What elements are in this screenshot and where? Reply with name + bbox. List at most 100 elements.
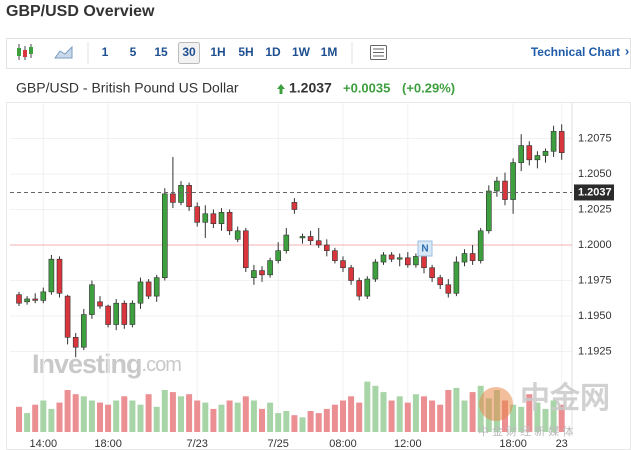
interval-button[interactable]: 1D xyxy=(265,45,281,59)
candle-body xyxy=(259,270,265,276)
y-tick-label: 1.2050 xyxy=(578,168,612,180)
volume-bar xyxy=(469,392,476,432)
volume-bar xyxy=(80,396,87,432)
plot: Investing.com 1.1925 1.1950 1.1975 1.2000 1.2… xyxy=(10,103,614,450)
volume-bar xyxy=(40,400,47,432)
volume-bar xyxy=(542,408,549,432)
volume-bar xyxy=(218,404,225,432)
volume-bar xyxy=(16,406,22,432)
candle-body xyxy=(518,145,525,163)
x-tick-label: 18:00 xyxy=(94,438,122,450)
x-tick-label: 12:00 xyxy=(394,438,422,450)
interval-button[interactable]: 1M xyxy=(321,45,338,59)
interval-buttons: 1 5 15 30 1H 5H 1D 1W 1M xyxy=(102,42,338,64)
volume-bar xyxy=(194,400,201,432)
technical-chart-link[interactable]: Technical Chart xyxy=(531,45,620,59)
volume-bar xyxy=(299,417,306,432)
candle-body xyxy=(81,314,87,348)
interval-button[interactable]: 15 xyxy=(154,45,168,59)
candle-body xyxy=(113,302,119,325)
volume-bar xyxy=(518,406,525,432)
volume-bar xyxy=(226,400,233,432)
link-arrow[interactable]: › xyxy=(625,43,629,58)
interval-button[interactable]: 30 xyxy=(182,45,196,59)
interval-button[interactable]: 5 xyxy=(130,45,137,59)
candle-body xyxy=(291,202,298,210)
volume-bar xyxy=(105,404,112,432)
candle-body xyxy=(275,250,282,261)
volume-bar xyxy=(372,385,379,432)
candle-body xyxy=(550,131,557,152)
candle-body xyxy=(226,212,233,232)
y-tick-label: 1.2025 xyxy=(578,203,612,215)
candle-body xyxy=(178,185,184,203)
candle-body xyxy=(348,267,354,281)
watermark-domain: .com xyxy=(142,354,182,376)
candle-body xyxy=(356,280,363,297)
settings-icon[interactable] xyxy=(370,45,387,60)
overlay-name: 中金网 xyxy=(520,381,610,415)
candle-body xyxy=(170,193,176,203)
volume-bar xyxy=(186,394,193,432)
volume-bar xyxy=(64,390,71,432)
instrument-name: GBP/USD - British Pound US Dollar xyxy=(16,80,239,96)
volume-bar xyxy=(550,400,557,432)
interval-button[interactable]: 1H xyxy=(210,45,225,59)
candle-body xyxy=(485,190,492,232)
candle-body xyxy=(48,258,55,293)
interval-button[interactable]: 5H xyxy=(238,45,253,59)
news-marker[interactable]: N xyxy=(421,244,428,255)
volume-bar xyxy=(275,413,282,432)
candle-body xyxy=(307,236,314,242)
candle-body xyxy=(332,250,338,261)
interval-button[interactable]: 1 xyxy=(102,45,109,59)
candle-body xyxy=(404,257,411,266)
candle-body xyxy=(494,180,500,192)
candle-body xyxy=(534,155,541,161)
candle-body xyxy=(16,294,22,304)
news-marker-box[interactable] xyxy=(417,240,433,257)
volume-bar xyxy=(32,404,39,432)
volume-bar xyxy=(340,400,346,432)
y-tick-label: 1.1925 xyxy=(578,345,612,357)
volume-bar xyxy=(526,394,533,432)
x-tick-label: 18:00 xyxy=(499,438,527,450)
volume-bar xyxy=(113,400,120,432)
volume-bar xyxy=(429,400,436,432)
volume-bar xyxy=(24,413,31,432)
volume-bar xyxy=(137,404,144,432)
candle-body xyxy=(210,213,217,224)
candle-body xyxy=(202,213,209,223)
interval-button[interactable]: 1W xyxy=(292,45,311,59)
volume-bar xyxy=(307,411,314,432)
volume-bar xyxy=(259,408,265,432)
volume-bar xyxy=(202,402,209,432)
candle-body xyxy=(542,150,549,156)
candle-body xyxy=(526,145,533,161)
selected-interval[interactable] xyxy=(178,42,200,64)
volume-bar xyxy=(461,400,468,432)
candle-body xyxy=(283,234,290,251)
volume-bar xyxy=(453,387,460,432)
candle-body xyxy=(40,291,47,301)
volume-bar xyxy=(234,402,241,432)
area-icon[interactable] xyxy=(54,45,73,59)
volume-bar xyxy=(388,400,395,432)
volume-bar xyxy=(242,396,249,432)
last-price: 1.2037 xyxy=(289,80,332,96)
candle-body xyxy=(396,257,403,260)
volume-bar xyxy=(348,396,355,432)
volume-bar xyxy=(283,411,290,432)
candle-body xyxy=(243,230,249,269)
candle-body xyxy=(32,298,39,301)
candle-body xyxy=(186,185,192,207)
volume-bar xyxy=(72,394,79,432)
volume-bar xyxy=(48,408,55,432)
volume-bar xyxy=(510,404,517,432)
candle-body xyxy=(162,193,168,278)
volume-bar xyxy=(145,394,152,432)
volume-bar xyxy=(153,406,160,432)
candle-icon[interactable] xyxy=(17,44,33,60)
current-price-box xyxy=(574,184,614,201)
